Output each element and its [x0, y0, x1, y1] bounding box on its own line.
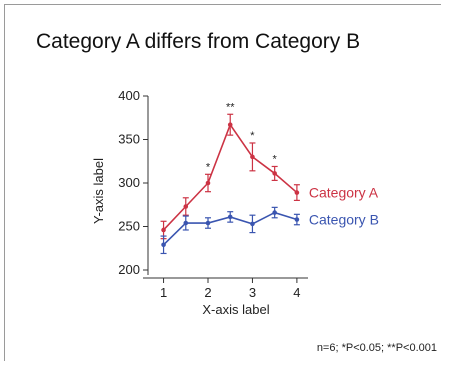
x-tick-label: 3 — [249, 285, 256, 300]
category-a-point — [183, 204, 189, 209]
y-tick-label: 300 — [118, 175, 140, 190]
y-tick-label: 250 — [118, 219, 140, 234]
chart-title: Category A differs from Category B — [36, 30, 361, 53]
significance-marker: * — [273, 153, 278, 165]
footnote: n=6; *P<0.05; **P<0.001 — [316, 342, 437, 354]
y-tick-label: 200 — [118, 262, 140, 277]
figure-frame — [4, 4, 441, 361]
category-b-point — [294, 217, 300, 222]
category-b-point — [161, 242, 166, 248]
axes: 200 250 300 350 400 1 2 3 4 X-axis label Y-axis la… — [91, 88, 308, 317]
series-layer — [160, 113, 300, 255]
category-a-point — [272, 171, 277, 176]
x-tick-label: 1 — [160, 285, 167, 300]
category-a-point — [250, 154, 255, 160]
category-b-point — [205, 220, 211, 226]
legend-label-category-a: Category A — [309, 185, 379, 201]
category-b-point — [250, 221, 255, 227]
x-axis-title: X-axis label — [202, 302, 269, 317]
category-a-point — [294, 190, 300, 195]
category-b-point — [272, 210, 277, 215]
category-b-point — [183, 220, 189, 226]
category-a-point — [205, 180, 211, 186]
category-a-point — [161, 227, 166, 233]
x-tick-label: 4 — [293, 285, 300, 300]
significance-marker: ** — [226, 101, 235, 113]
significance-marker: * — [206, 161, 211, 173]
x-tick-label: 2 — [204, 285, 211, 300]
y-axis-title: Y-axis label — [91, 158, 106, 224]
y-tick-label: 350 — [118, 132, 140, 147]
y-tick-label: 400 — [118, 88, 140, 103]
significance-marker: * — [250, 130, 255, 142]
category-a-point — [227, 122, 233, 128]
category-b-point — [227, 214, 233, 220]
legend-label-category-b: Category B — [309, 212, 379, 228]
